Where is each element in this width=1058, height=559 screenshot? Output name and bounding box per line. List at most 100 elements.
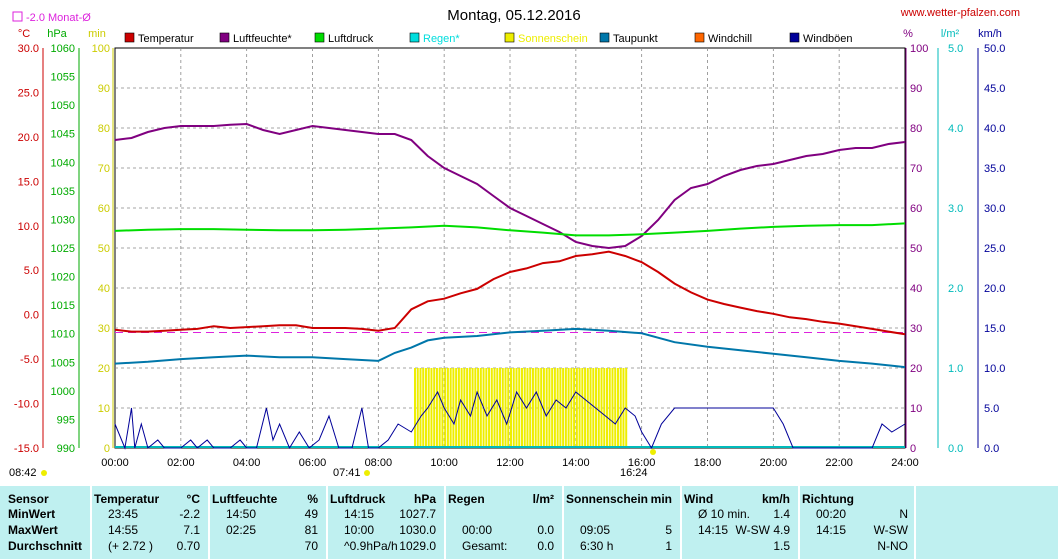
legend-label-7: Windböen (803, 33, 853, 45)
humidity-tick-label: 30 (910, 323, 922, 335)
humidity-tick-label: 70 (910, 163, 922, 175)
humidity-tick-label: 100 (910, 43, 928, 55)
sunshine-bar (446, 368, 449, 448)
table-separator (680, 486, 682, 559)
sunshine-bar (559, 368, 562, 448)
table-cell-time: 14:55 (108, 523, 139, 537)
table-separator (562, 486, 564, 559)
table-cell-time: 14:15 (816, 523, 847, 537)
table-cell-value: W-SW (873, 523, 908, 537)
pressure-tick-label: 1035 (51, 186, 75, 198)
table-cell-value: -2.2 (179, 507, 200, 521)
pressure-tick-label: 1020 (51, 272, 75, 284)
sunshine-bar (625, 368, 628, 448)
sunset-icon (650, 449, 656, 455)
temp-tick-label: 15.0 (18, 176, 39, 188)
legend-swatch-0 (124, 32, 135, 43)
table-header-unit: % (307, 492, 318, 506)
legend-swatch-3 (409, 32, 420, 43)
sunshine-bar (553, 368, 556, 448)
sunshine-bar (413, 368, 416, 448)
sunshine-bar (520, 368, 523, 448)
humidity-tick-label: 10 (910, 403, 922, 415)
legend-label-5: Taupunkt (613, 33, 658, 45)
table-header: Sonnenschein (566, 492, 649, 506)
table-cell-value: 1.5 (773, 539, 790, 553)
x-tick-label: 00:00 (101, 457, 129, 469)
sun-tick-label: 90 (98, 83, 110, 95)
sun-tick-label: 50 (98, 243, 110, 255)
table-cell-value: 70 (304, 539, 318, 553)
weather-chart: Montag, 05.12.2016 www.wetter-pfalzen.com… (9, 7, 1020, 479)
sunshine-bar (531, 368, 534, 448)
table-cell-time: ^0.9hPa/h (344, 539, 398, 553)
sunshine-bar (501, 368, 504, 448)
table-cell-value: 1 (665, 539, 672, 553)
sunshine-bar (570, 368, 573, 448)
sunshine-bar (575, 368, 578, 448)
unit-label-rain: l/m² (941, 28, 960, 40)
x-tick-label: 20:00 (760, 457, 788, 469)
chart-title: Montag, 05.12.2016 (447, 7, 580, 24)
pressure-tick-label: 1045 (51, 129, 75, 141)
sunshine-bar (600, 368, 603, 448)
sunshine-bar (622, 368, 625, 448)
sunshine-bar (573, 368, 576, 448)
pressure-tick-label: 1040 (51, 157, 75, 169)
sunrise-icon (41, 470, 47, 476)
temp-tick-label: 0.0 (24, 310, 39, 322)
sunshine-bar (433, 368, 436, 448)
sunshine-bar (419, 368, 422, 448)
pressure-tick-label: 1005 (51, 357, 75, 369)
table-cell-time: 14:15 (344, 507, 375, 521)
table-cell-time: Ø 10 min. (698, 507, 751, 521)
sunshine-bar (416, 368, 419, 448)
table-header: Regen (448, 492, 485, 506)
table-cell-time: 14:15 (698, 523, 729, 537)
x-tick-label: 22:00 (825, 457, 853, 469)
sun-tick-label: 20 (98, 363, 110, 375)
sunshine-bar (548, 368, 551, 448)
wind-tick-label: 35.0 (984, 163, 1005, 175)
table-cell-value: 5 (665, 523, 672, 537)
x-tick-label: 14:00 (562, 457, 590, 469)
pressure-tick-label: 1050 (51, 100, 75, 112)
humidity-tick-label: 60 (910, 203, 922, 215)
sunset-time: 16:24 (620, 467, 648, 479)
wind-tick-label: 45.0 (984, 83, 1005, 95)
temp-tick-label: 25.0 (18, 87, 39, 99)
rain-tick-label: 4.0 (948, 123, 963, 135)
sunshine-bar (603, 368, 606, 448)
table-header: Richtung (802, 492, 854, 506)
table-header-unit: °C (186, 492, 200, 506)
table-cell-value: 0.70 (176, 539, 200, 553)
table-separator (208, 486, 210, 559)
x-tick-label: 08:00 (365, 457, 393, 469)
table-cell-value: 1030.0 (399, 523, 436, 537)
table-separator (444, 486, 446, 559)
legend-label-3: Regen* (423, 33, 460, 45)
sunshine-bar (581, 368, 584, 448)
humidity-tick-label: 40 (910, 283, 922, 295)
table-separator (326, 486, 328, 559)
sunrise-time: 08:42 (9, 467, 37, 479)
sunshine-bar (452, 368, 455, 448)
wind-tick-label: 25.0 (984, 243, 1005, 255)
sun-tick-label: 40 (98, 283, 110, 295)
sunshine-bar (608, 368, 611, 448)
sunshine-bar (586, 368, 589, 448)
sunshine-bar (468, 368, 471, 448)
table-cell-time: 10:00 (344, 523, 375, 537)
sunshine-bar (435, 368, 438, 448)
wind-tick-label: 20.0 (984, 283, 1005, 295)
pressure-tick-label: 1010 (51, 329, 75, 341)
x-tick-label: 04:00 (233, 457, 261, 469)
sunshine-bar (611, 368, 614, 448)
table-cell-value: 7.1 (183, 523, 200, 537)
sunshine-bar (578, 368, 581, 448)
unit-label-sun: min (88, 28, 106, 40)
table-cell-value: 1029.0 (399, 539, 436, 553)
pressure-tick-label: 1060 (51, 43, 75, 55)
rain-tick-label: 0.0 (948, 443, 963, 455)
table-cell-time: 6:30 h (580, 539, 614, 553)
